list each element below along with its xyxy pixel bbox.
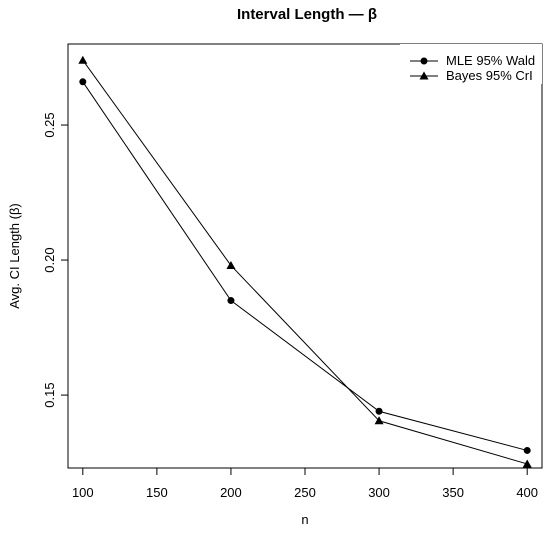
- data-point-mle: [523, 446, 531, 454]
- y-axis: 0.15 0.20 0.25: [42, 112, 69, 408]
- data-point-bayes: [78, 55, 88, 64]
- y-tick-label: 0.25: [42, 112, 57, 137]
- legend-marker-mle: [420, 57, 428, 65]
- x-tick-label: 250: [294, 485, 316, 500]
- series-layer: [78, 55, 532, 468]
- legend-label-bayes: Bayes 95% CrI: [446, 68, 533, 83]
- data-point-mle: [375, 407, 383, 415]
- x-axis-label: n: [301, 512, 308, 527]
- legend-marker-bayes: [419, 71, 429, 80]
- data-point-bayes: [226, 260, 236, 269]
- y-axis-label: Avg. CI Length (β): [7, 203, 22, 309]
- data-point-mle: [227, 297, 235, 305]
- x-tick-label: 300: [368, 485, 390, 500]
- x-axis: 100 150 200 250 300 350 400: [72, 467, 538, 500]
- x-tick-label: 200: [220, 485, 242, 500]
- legend: MLE 95% Wald Bayes 95% CrI: [400, 44, 542, 84]
- data-point-mle: [79, 78, 87, 86]
- y-tick-label: 0.15: [42, 382, 57, 407]
- legend-label-mle: MLE 95% Wald: [446, 53, 535, 68]
- x-tick-label: 100: [72, 485, 94, 500]
- chart-title: Interval Length — β: [237, 6, 377, 23]
- y-tick-label: 0.20: [42, 247, 57, 272]
- x-tick-label: 400: [516, 485, 538, 500]
- data-point-bayes: [522, 459, 532, 468]
- series-line-mle: [82, 81, 528, 451]
- x-tick-label: 350: [442, 485, 464, 500]
- series-line-bayes: [82, 59, 528, 465]
- data-point-bayes: [374, 416, 384, 425]
- x-tick-label: 150: [146, 485, 168, 500]
- plot-frame: [67, 43, 543, 469]
